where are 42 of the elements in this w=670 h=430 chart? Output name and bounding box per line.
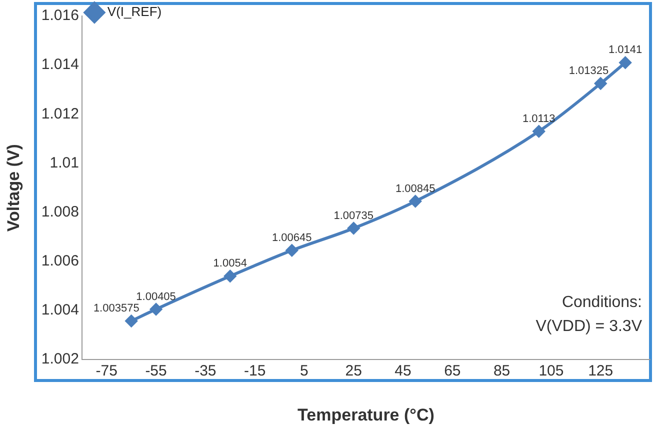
y-tick-label: 1.016 bbox=[41, 7, 79, 24]
point bbox=[286, 244, 298, 256]
data-label: 1.0141 bbox=[608, 44, 642, 56]
x-tick-label: 5 bbox=[300, 362, 308, 380]
data-label: 1.00405 bbox=[136, 290, 176, 303]
point bbox=[619, 56, 632, 69]
data-label: 1.00645 bbox=[272, 232, 312, 244]
point bbox=[150, 303, 162, 316]
point bbox=[532, 125, 545, 138]
x-tick-label: 45 bbox=[394, 362, 412, 380]
y-tick-label: 1.004 bbox=[41, 302, 79, 319]
x-axis-title: Temperature (°C) bbox=[298, 405, 434, 424]
data-label: 1.0113 bbox=[522, 112, 556, 125]
x-tick-label: -75 bbox=[96, 362, 118, 380]
x-tick-label: 25 bbox=[345, 362, 362, 380]
x-tick-label: -55 bbox=[145, 362, 167, 380]
data-label: 1.00845 bbox=[395, 182, 436, 195]
x-tick-label: 65 bbox=[444, 362, 461, 380]
y-tick-label: 1.012 bbox=[41, 105, 79, 122]
data-label: 1.00735 bbox=[334, 210, 374, 222]
point bbox=[224, 270, 236, 282]
y-tick-label: 1.01 bbox=[50, 154, 79, 172]
point bbox=[348, 222, 360, 234]
data-label: 1.003575 bbox=[93, 302, 140, 314]
data-label: 1.01325 bbox=[568, 65, 609, 78]
legend-label: V(I_REF) bbox=[107, 4, 162, 20]
y-tick-label: 1.006 bbox=[41, 252, 79, 270]
point bbox=[409, 195, 422, 208]
annotation: Conditions: bbox=[562, 294, 642, 312]
y-tick-label: 1.002 bbox=[41, 350, 79, 368]
annotation: V(VDD) = 3.3V bbox=[536, 318, 642, 336]
y-axis-title: Voltage (V) bbox=[4, 144, 23, 232]
x-tick-label: 85 bbox=[493, 362, 510, 380]
x-tick-label: 125 bbox=[588, 362, 614, 380]
point bbox=[594, 77, 607, 90]
y-tick-label: 1.008 bbox=[41, 203, 79, 220]
data-label: 1.0054 bbox=[213, 258, 247, 270]
x-tick-label: -35 bbox=[194, 362, 216, 380]
point bbox=[125, 314, 138, 327]
x-tick-label: 105 bbox=[538, 362, 564, 380]
x-tick-label: -15 bbox=[244, 362, 266, 380]
y-tick-label: 1.014 bbox=[41, 56, 79, 74]
